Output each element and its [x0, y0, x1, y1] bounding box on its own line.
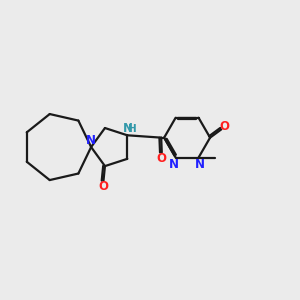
Text: N: N [86, 134, 96, 147]
Text: O: O [157, 152, 167, 165]
Text: N: N [123, 122, 133, 135]
Text: O: O [219, 120, 229, 133]
Text: N: N [169, 158, 179, 170]
Text: N: N [195, 158, 205, 170]
Text: H: H [128, 124, 137, 134]
Text: O: O [98, 180, 109, 193]
